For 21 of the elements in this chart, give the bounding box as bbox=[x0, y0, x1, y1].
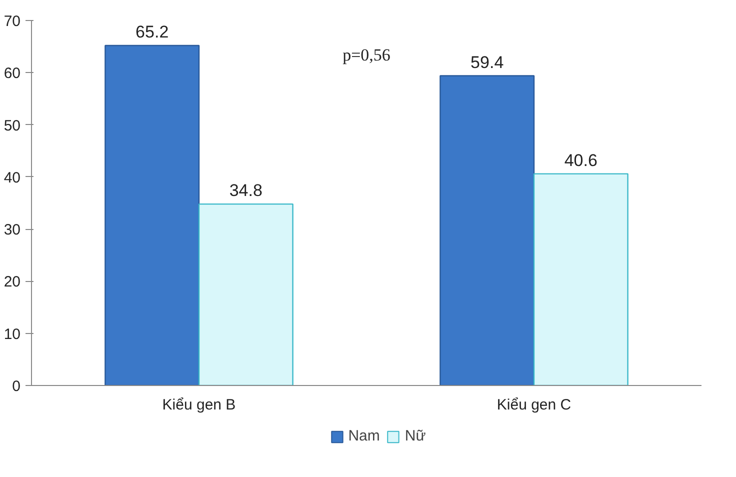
x-tick-label: Kiểu gen C bbox=[496, 396, 572, 414]
data-label: 65.2 bbox=[136, 22, 169, 42]
data-label: 40.6 bbox=[564, 150, 598, 170]
x-tick-label: Kiểu gen B bbox=[162, 396, 236, 414]
bar bbox=[533, 173, 628, 386]
y-tick-label: 50 bbox=[4, 117, 21, 134]
y-tick-label: 0 bbox=[12, 378, 20, 395]
bar bbox=[104, 44, 200, 386]
legend-label: Nam bbox=[348, 428, 380, 444]
y-tick-label: 30 bbox=[4, 222, 21, 239]
y-tick-label: 20 bbox=[4, 274, 21, 291]
annotation: p=0,56 bbox=[342, 45, 390, 64]
y-tick-label: 40 bbox=[4, 169, 21, 186]
y-tick-label: 70 bbox=[4, 13, 21, 30]
y-tick-label: 10 bbox=[4, 326, 21, 343]
bar bbox=[440, 75, 535, 386]
data-label: 59.4 bbox=[470, 52, 504, 72]
bar bbox=[198, 203, 294, 386]
legend-label: Nữ bbox=[404, 428, 426, 444]
data-label: 34.8 bbox=[229, 181, 262, 200]
y-tick-label: 60 bbox=[4, 65, 21, 82]
